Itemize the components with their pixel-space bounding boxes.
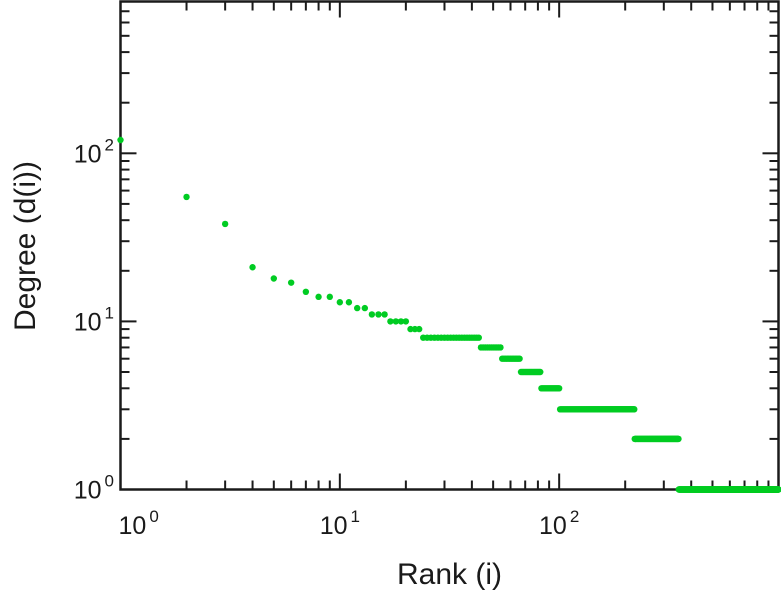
- data-point: [336, 299, 344, 306]
- y-tick-label: 10 2: [74, 135, 114, 168]
- data-point: [326, 293, 333, 301]
- x-axis-label: Rank (i): [396, 558, 502, 591]
- x-tick-label: 10 1: [320, 507, 360, 540]
- data-point: [221, 220, 229, 228]
- data-point: [415, 325, 423, 333]
- data-point: [375, 311, 382, 318]
- data-point: [675, 435, 682, 443]
- data-point: [361, 304, 369, 312]
- data-point: [368, 311, 376, 318]
- data-point: [183, 193, 190, 201]
- data-point: [117, 136, 124, 144]
- y-axis-label: Degree (d(i)): [9, 160, 42, 332]
- data-point: [302, 288, 310, 295]
- data-point: [537, 368, 544, 376]
- data-point: [516, 355, 523, 362]
- data-point: [381, 311, 388, 318]
- data-point: [387, 318, 394, 325]
- data-point: [631, 406, 638, 413]
- data-point: [775, 486, 781, 493]
- data-point: [475, 334, 482, 341]
- data-point: [354, 304, 361, 312]
- data-point: [407, 325, 414, 333]
- data-point: [397, 318, 405, 325]
- plot-frame: [119, 0, 780, 491]
- data-points: [117, 136, 781, 493]
- data-point: [287, 279, 295, 286]
- data-point: [402, 318, 410, 325]
- y-tick-label: 10 1: [74, 303, 114, 336]
- data-point: [392, 318, 400, 325]
- x-tick-label: 10 0: [119, 507, 159, 540]
- data-point: [315, 293, 322, 301]
- x-tick-label: 10 2: [539, 507, 579, 540]
- data-point: [345, 299, 353, 306]
- data-point: [270, 275, 278, 282]
- data-point: [249, 264, 256, 271]
- data-point: [497, 344, 504, 351]
- data-point: [555, 385, 563, 392]
- y-tick-label: 10 0: [74, 472, 114, 505]
